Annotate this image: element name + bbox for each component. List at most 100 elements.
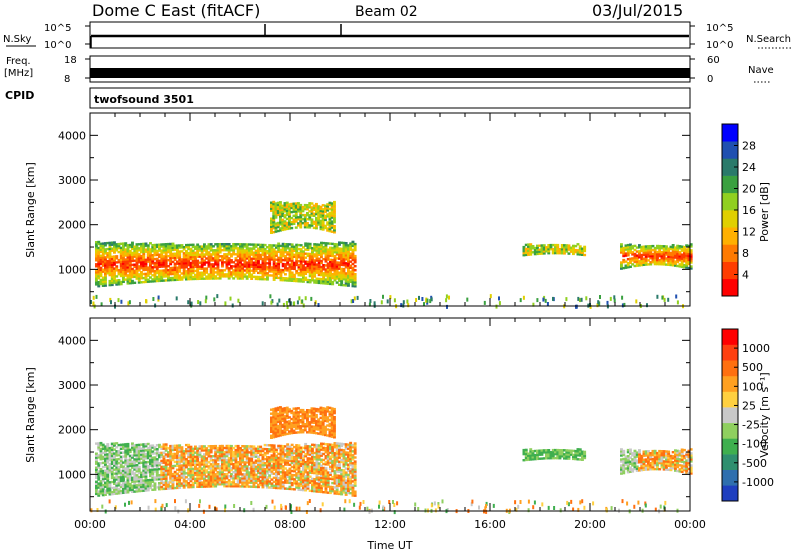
scatter-cell bbox=[315, 255, 319, 258]
scatter-cell bbox=[302, 464, 305, 468]
scatter-cell bbox=[142, 465, 146, 468]
scatter-cell bbox=[347, 256, 350, 259]
scatter-cell bbox=[277, 460, 281, 464]
scatter-cell bbox=[135, 456, 139, 459]
scatter-cell bbox=[576, 251, 580, 254]
scatter-cell bbox=[200, 485, 204, 488]
scatter-cell bbox=[353, 261, 357, 264]
scatter-cell bbox=[236, 259, 240, 262]
scatter-cell bbox=[106, 473, 110, 476]
scatter-cell bbox=[189, 271, 193, 275]
scatter-cell bbox=[189, 243, 193, 247]
scatter-cell bbox=[162, 271, 166, 274]
scatter-cell bbox=[248, 463, 251, 466]
scatter-cell bbox=[173, 486, 177, 490]
scatter-cell bbox=[651, 248, 655, 252]
scatter-cell bbox=[214, 479, 218, 482]
scatter-cell bbox=[315, 448, 319, 451]
scatter-cell bbox=[230, 267, 233, 270]
scatter-cell bbox=[312, 226, 316, 230]
scatter-cell bbox=[288, 269, 292, 272]
scatter-cell bbox=[194, 455, 197, 458]
scatter-cell bbox=[153, 251, 157, 255]
scatter-cell bbox=[97, 277, 101, 280]
scatter-cell bbox=[248, 475, 251, 478]
scatter-cell bbox=[151, 450, 155, 453]
scatter-cell bbox=[185, 278, 188, 281]
scatter-cell bbox=[106, 268, 110, 271]
scatter-cell bbox=[110, 300, 112, 305]
scatter-cell bbox=[310, 202, 314, 205]
scatter-cell bbox=[158, 263, 161, 266]
scatter-cell bbox=[536, 246, 539, 250]
scatter-cell bbox=[321, 212, 325, 215]
scatter-cell bbox=[167, 273, 170, 276]
scatter-cell bbox=[162, 263, 166, 266]
scatter-cell bbox=[320, 486, 323, 490]
scatter-cell bbox=[320, 488, 323, 492]
scatter-cell bbox=[245, 469, 249, 472]
scatter-cell bbox=[95, 271, 98, 274]
power-scatter-cells bbox=[90, 200, 693, 309]
scatter-cell bbox=[230, 456, 233, 460]
scatter-cell bbox=[108, 493, 112, 496]
scatter-cell bbox=[331, 487, 335, 491]
scatter-cell bbox=[239, 469, 242, 472]
scatter-cell bbox=[95, 452, 98, 455]
scatter-cell bbox=[261, 247, 265, 251]
scatter-cell bbox=[301, 205, 305, 209]
scatter-cell bbox=[104, 445, 107, 448]
scatter-cell bbox=[252, 473, 256, 476]
scatter-cell bbox=[257, 467, 260, 471]
scatter-cell bbox=[281, 471, 285, 474]
scatter-cell bbox=[214, 477, 218, 480]
scatter-cell bbox=[320, 273, 323, 277]
scatter-cell bbox=[245, 253, 249, 256]
scatter-cell bbox=[663, 297, 666, 302]
scatter-cell bbox=[565, 248, 569, 251]
scatter-cell bbox=[232, 452, 236, 456]
scatter-cell bbox=[144, 260, 148, 263]
scatter-cell bbox=[191, 485, 195, 489]
scatter-cell bbox=[137, 457, 141, 461]
scatter-cell bbox=[115, 279, 119, 282]
scatter-cell bbox=[629, 257, 632, 260]
scatter-cell bbox=[189, 469, 193, 473]
scatter-cell bbox=[241, 455, 245, 458]
scatter-cell bbox=[642, 249, 646, 252]
scatter-cell bbox=[331, 274, 335, 278]
scatter-cell bbox=[320, 251, 323, 255]
scatter-cell bbox=[117, 482, 121, 485]
scatter-cell bbox=[209, 473, 213, 476]
scatter-cell bbox=[324, 451, 328, 454]
scatter-cell bbox=[187, 484, 191, 487]
scatter-cell bbox=[245, 245, 249, 248]
scatter-cell bbox=[122, 491, 125, 494]
scatter-cell bbox=[250, 453, 254, 456]
nsearch-label: N.Search bbox=[746, 34, 791, 45]
scatter-cell bbox=[315, 218, 318, 222]
scatter-cell bbox=[225, 448, 229, 452]
scatter-cell bbox=[347, 252, 350, 255]
scatter-cell bbox=[620, 247, 623, 250]
scatter-cell bbox=[675, 294, 678, 299]
scatter-cell bbox=[268, 248, 272, 251]
scatter-cell bbox=[329, 274, 332, 278]
scatter-cell bbox=[297, 448, 301, 451]
scatter-cell bbox=[660, 247, 664, 250]
scatter-cell bbox=[317, 462, 321, 465]
scatter-cell bbox=[230, 259, 233, 262]
scatter-cell bbox=[322, 245, 326, 249]
scatter-cell bbox=[203, 477, 206, 480]
scatter-cell bbox=[295, 462, 299, 465]
scatter-cell bbox=[135, 245, 139, 248]
scatter-cell bbox=[212, 271, 215, 274]
scatter-cell bbox=[135, 249, 139, 252]
scatter-cell bbox=[290, 455, 294, 459]
scatter-cell bbox=[101, 252, 105, 255]
scatter-cell bbox=[297, 486, 301, 489]
scatter-cell bbox=[642, 259, 646, 262]
scatter-cell bbox=[119, 260, 123, 264]
scatter-cell bbox=[272, 231, 276, 234]
scatter-cell bbox=[646, 303, 648, 308]
